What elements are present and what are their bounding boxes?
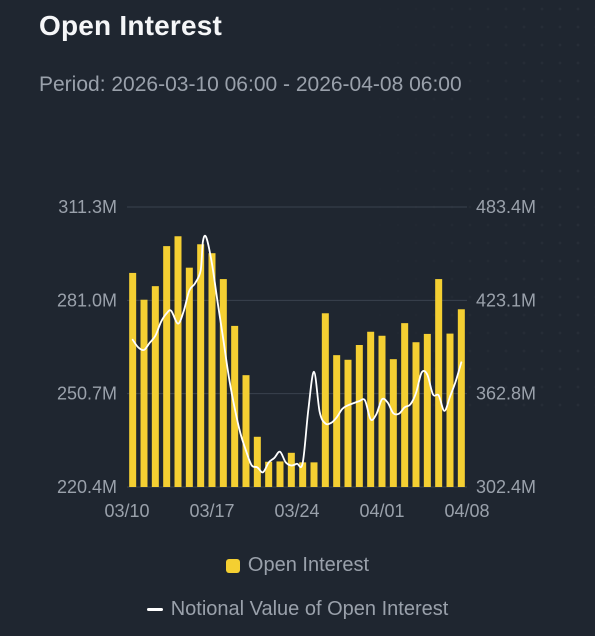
bar[interactable] [265, 461, 273, 487]
bar[interactable] [129, 272, 137, 487]
background-dot-pattern [335, 0, 595, 420]
bar[interactable] [355, 345, 363, 487]
bar[interactable] [423, 333, 431, 487]
bar[interactable] [163, 246, 171, 487]
left-y-tick-label: 311.3M [58, 197, 117, 217]
bar[interactable] [344, 359, 352, 487]
left-y-axis: 220.4M 250.7M 281.0M 311.3M [57, 197, 117, 497]
bar[interactable] [333, 355, 341, 487]
left-y-tick-label: 220.4M [57, 477, 117, 497]
bar[interactable] [287, 452, 295, 487]
x-tick-label: 04/08 [444, 501, 489, 521]
x-tick-label: 03/24 [274, 501, 319, 521]
right-y-tick-label: 302.4M [476, 477, 536, 497]
bar[interactable] [310, 462, 318, 487]
bar[interactable] [389, 359, 397, 487]
legend-open-interest[interactable]: Open Interest [0, 554, 595, 579]
bar[interactable] [253, 436, 261, 487]
left-y-tick-label: 250.7M [57, 384, 117, 404]
grid-lines [127, 206, 467, 488]
x-axis: 03/10 03/17 03/24 04/01 04/08 [104, 501, 489, 521]
bar[interactable] [412, 342, 420, 487]
right-y-tick-label: 483.4M [476, 197, 536, 217]
notional-value-line [131, 234, 463, 474]
bar[interactable] [174, 236, 182, 487]
bar[interactable] [242, 375, 250, 487]
open-interest-bars [129, 236, 465, 487]
bar[interactable] [197, 244, 205, 487]
bar[interactable] [446, 333, 454, 487]
bar[interactable] [321, 313, 329, 487]
notional-value-line-path [131, 234, 463, 474]
x-tick-label: 04/01 [359, 501, 404, 521]
bar-swatch-icon [225, 558, 240, 573]
bar[interactable] [219, 279, 227, 487]
line-swatch-icon [146, 608, 163, 611]
right-y-tick-label: 423.1M [476, 290, 536, 310]
bar[interactable] [276, 461, 284, 487]
bar[interactable] [151, 286, 159, 487]
period-label: Period: 2026-03-10 06:00 - 2026-04-08 06… [39, 73, 462, 96]
x-tick-label: 03/10 [104, 501, 149, 521]
legend-label-notional-value: Notional Value of Open Interest [170, 598, 449, 620]
legend-label-open-interest: Open Interest [247, 554, 370, 576]
left-y-tick-label: 281.0M [57, 290, 117, 310]
bar[interactable] [140, 299, 148, 487]
bar[interactable] [378, 335, 386, 487]
bar[interactable] [401, 323, 409, 487]
right-y-tick-label: 362.8M [476, 384, 536, 404]
x-tick-label: 03/17 [189, 501, 234, 521]
right-y-axis: 302.4M 362.8M 423.1M 483.4M [476, 197, 536, 497]
bar[interactable] [457, 309, 465, 487]
bar[interactable] [299, 462, 307, 487]
page-title: Open Interest [39, 10, 223, 41]
bar[interactable] [435, 279, 443, 487]
legend-notional-value[interactable]: Notional Value of Open Interest [0, 594, 595, 621]
bar[interactable] [185, 267, 193, 487]
bar[interactable] [208, 253, 216, 487]
bar[interactable] [367, 331, 375, 487]
